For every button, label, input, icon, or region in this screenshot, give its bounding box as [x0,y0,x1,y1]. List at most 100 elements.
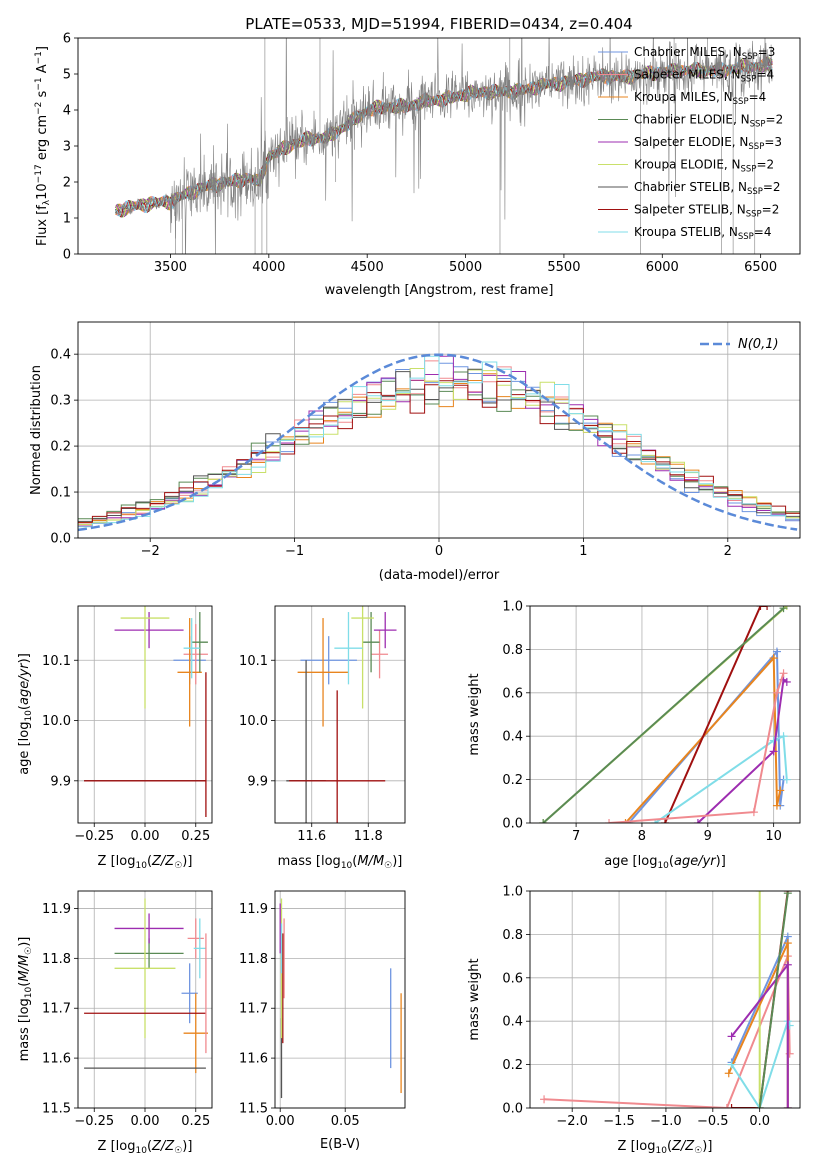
x-axis-label: Z [log10(Z/Z☉)] [98,854,193,871]
y-tick-label: 0.4 [502,730,523,745]
plus-marker [540,1095,549,1104]
plus-marker [756,606,765,610]
errorbar-point [183,624,208,685]
legend-entry-label: Chabrier ELODIE, NSSP=2 [634,113,783,130]
chart-age-vs-Z: −0.25 0.00 0.25 9.9 10.0 10.1 Z [log10(Z/Z☉)] a… [17,605,213,871]
errorbar-point [193,918,206,979]
plus-marker [727,1032,736,1041]
plus-marker [769,736,778,745]
x-tick-label: −1 [285,544,304,559]
y-tick-label: 1.0 [502,600,523,615]
x-tick-label: 0.25 [181,829,210,844]
y-tick-label: 11.7 [42,1002,71,1017]
plus-marker [769,654,778,663]
y-axis-label: age [log10(age/yr)] [17,653,34,775]
x-tick-label: 6500 [744,260,777,275]
chart-massweight-vs-age: 7 8 9 10 0.0 0.2 0.4 0.6 0.8 1.0 mass weight age [l… [467,600,801,871]
x-tick-label: 0.00 [266,1114,295,1129]
errorbar-point [120,606,170,709]
x-axis-label: E(B-V) [320,1137,360,1152]
x-tick-label: 5500 [547,260,580,275]
plus-marker [783,1104,792,1108]
y-axis-label: mass weight [467,673,482,755]
plus-marker [727,1060,736,1069]
legend-entry-label: Salpeter STELIB, NSSP=2 [634,203,779,220]
y-tick-label: 0 [63,248,71,263]
y-axis-label: Normed distribution [29,365,44,495]
x-tick-label: 3500 [154,260,187,275]
errorbar-point [289,690,386,823]
chart-mass-vs-ebv: 0.00 0.05 11.5 11.6 11.7 11.8 11.9 E(B-V) [239,890,406,1152]
x-tick-label: 7 [572,829,580,844]
plus-marker [727,1104,736,1108]
plus-marker [772,801,781,810]
y-tick-label: 10.0 [42,714,71,729]
plus-marker [772,688,781,697]
y-tick-label: 0.4 [502,1015,523,1030]
errorbar-point [373,612,397,649]
y-tick-label: 0.6 [502,971,523,986]
grid-lines [275,891,405,1109]
x-tick-label: −1.5 [603,1114,635,1129]
y-tick-label: 9.9 [50,774,71,789]
plot-area [84,606,208,817]
mass-weight-line [697,678,788,823]
legend-entry-label: N(0,1) [738,337,779,352]
axes-frame [77,37,801,255]
chart-spectrum: 3500 4000 4500 5000 5500 6000 6500 0 1 2 3 4 5 6 Chabr… [34,15,801,298]
plus-marker [693,819,702,823]
errorbar-point [183,618,200,679]
y-tick-label: 9.9 [247,774,268,789]
y-tick-label: 0.1 [50,486,71,501]
errorbar-point [371,630,389,679]
y-tick-label: 6 [63,32,71,47]
errorbar-point [351,606,374,709]
histogram-kroupa-stelib [78,355,800,531]
x-tick-label: 1 [579,544,587,559]
plus-marker [539,819,548,823]
x-tick-label: 0.25 [181,1114,210,1129]
y-tick-label: 0.0 [502,817,523,832]
y-tick-label: 5 [63,68,71,83]
x-tick-label: 0.00 [131,829,160,844]
plot-area [78,353,800,532]
errorbar-point [114,913,184,944]
plus-marker [755,1104,764,1108]
gaussian-reference-curve [78,353,798,532]
y-tick-label: 3 [63,140,71,155]
x-tick-label: −0.25 [74,1114,114,1129]
plus-marker [605,819,614,823]
x-tick-label: −0.25 [74,829,114,844]
mass-weight-line [542,607,785,823]
y-tick-label: 1.0 [502,885,523,900]
plus-marker [769,747,778,756]
y-tick-label: 0.6 [502,686,523,701]
chart-age-vs-mass: 11.6 11.8 9.9 10.0 10.1 mass [log10(M/M☉)] [239,605,406,871]
y-tick-label: 10.0 [239,714,268,729]
y-tick-label: 0.2 [502,1058,523,1073]
x-axis-label: wavelength [Angstrom, rest frame] [325,283,554,298]
plot-area [115,38,773,254]
y-tick-label: 0.0 [502,1102,523,1117]
plot-area [279,898,402,1099]
x-tick-label: −0.5 [697,1114,729,1129]
errorbar-point [362,612,380,673]
y-tick-label: 0.0 [50,532,71,547]
plus-marker [776,786,785,795]
x-tick-label: 4000 [252,260,285,275]
legend-entry-label: Chabrier STELIB, NSSP=2 [634,180,781,197]
y-axis-label: mass weight [467,958,482,1040]
chart-massweight-vs-Z: −2.0 −1.5 −1.0 −0.5 0.0 0.0 0.2 0.4 0.6 0.8 1.0 mas… [467,885,801,1156]
x-tick-label: 10 [765,829,782,844]
y-tick-label: 11.5 [42,1102,71,1117]
chart-mass-vs-Z: −0.25 0.00 0.25 11.5 11.6 11.7 11.8 11.9 Z [log1… [17,890,213,1156]
y-tick-label: 2 [63,176,71,191]
y-tick-label: 0.8 [502,928,523,943]
x-axis-label: mass [log10(M/M☉)] [278,854,403,871]
y-tick-label: 1 [63,212,71,227]
plus-marker [779,606,788,613]
y-tick-label: 11.6 [239,1052,268,1067]
y-tick-label: 11.7 [239,1002,268,1017]
legend-entry-label: Kroupa ELODIE, NSSP=2 [634,158,774,175]
